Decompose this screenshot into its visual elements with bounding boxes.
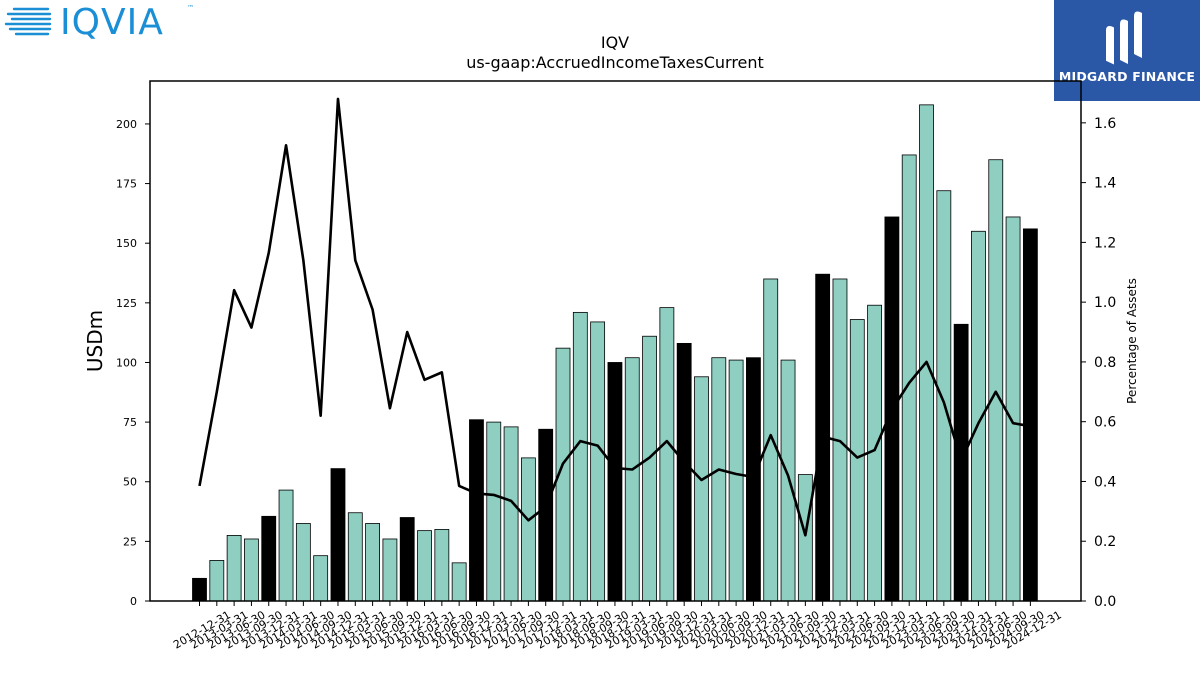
bar-2024-12-31 [1022,228,1038,602]
chart-title: IQV [601,33,629,52]
bar-2015-06-30 [365,523,381,602]
y-tick-label: 75 [123,416,137,429]
bar-2013-03-31 [209,560,225,602]
y2-tick-label: 0.6 [1094,415,1116,431]
bar-2015-09-30 [382,538,398,602]
bar-2014-09-30 [313,555,329,602]
iqvia-trademark: ™ [187,4,194,12]
y2-tick-label: 0.8 [1094,355,1116,371]
bar-2019-03-31 [624,357,640,602]
bar-2012-12-31 [192,577,207,602]
chart-subtitle: us-gaap:AccruedIncomeTaxesCurrent [466,53,764,72]
plot-frame [149,80,1082,602]
bar-2015-12-31 [399,517,415,602]
bar-2019-12-31 [676,342,692,602]
bar-2023-06-30 [919,104,934,602]
bar-2013-12-31 [261,515,277,602]
midgard-finance-text: MIDGARD FINANCE [1058,69,1196,84]
bar-2021-03-31 [763,278,779,602]
pct-line-series [198,97,1031,537]
y2-tick-label: 1.2 [1094,235,1116,251]
bar-2024-09-30 [1005,216,1021,602]
y2-tick-label: 0.0 [1094,594,1116,610]
bar-2018-12-31 [607,362,623,602]
bar-2018-06-30 [572,311,588,602]
bar-2019-09-30 [659,307,675,602]
bar-2013-09-30 [244,538,259,602]
y2-tick-label: 0.4 [1094,474,1116,490]
bar-2020-03-31 [694,376,709,602]
bar-2023-12-31 [953,323,969,602]
iqvia-logo: IQVIA ™ [4,2,204,43]
bar-2022-06-30 [849,319,865,602]
y-tick-label: 100 [116,356,137,369]
bar-2016-06-30 [434,529,450,602]
y-tick-label: 150 [116,237,137,250]
y2-tick-label: 1.4 [1094,176,1116,192]
bar-2017-09-30 [520,457,536,602]
pct-of-assets-line [198,97,1031,537]
midgard-finance-logo: MIDGARD FINANCE [1054,0,1200,101]
bar-2015-03-31 [347,512,363,602]
bar-2020-12-31 [746,357,761,602]
bar-2016-12-31 [469,419,484,602]
bar-2014-03-31 [278,489,294,602]
bar-2018-09-30 [590,321,606,602]
y2-tick-label: 0.2 [1094,534,1116,550]
tick-labels: 0 25 50 75 100 125 150 175 200 0.0 0.2 0.4 0.6 0.8 1.0… [116,116,1116,652]
bar-2013-06-30 [226,535,242,602]
bar-2021-06-30 [780,359,796,602]
y-tick-label: 125 [116,297,137,310]
iqvia-logo-text: IQVIA [60,2,164,43]
y2-axis-label: Percentage of Assets [1125,278,1139,404]
y-tick-label: 200 [116,118,137,131]
bar-2014-06-30 [295,523,311,602]
y-axis-label: USDm [83,310,107,372]
y-tick-label: 25 [123,535,137,548]
bar-2017-06-30 [503,426,519,602]
bar-2020-09-30 [728,359,744,602]
bar-2021-09-30 [797,474,813,602]
y-tick-label: 50 [123,476,137,489]
bar-2019-06-30 [642,335,657,602]
bar-2017-03-31 [486,421,502,602]
bar-2024-06-30 [988,159,1004,602]
y-tick-label: 175 [116,178,137,191]
bar-series [192,104,1038,602]
bar-2016-03-31 [417,530,432,602]
iqvia-stripes-icon [4,7,52,36]
y2-tick-label: 1.0 [1094,295,1116,311]
bar-2023-09-30 [936,190,952,602]
axes [149,80,1082,602]
bar-2016-09-30 [451,562,467,602]
bar-2017-12-31 [538,428,554,602]
bar-2014-12-31 [330,468,346,602]
y-tick-label: 0 [130,595,137,608]
bar-2020-06-30 [711,357,727,602]
y2-tick-label: 1.6 [1094,116,1116,132]
midgard-emblem-icon [1106,11,1142,65]
